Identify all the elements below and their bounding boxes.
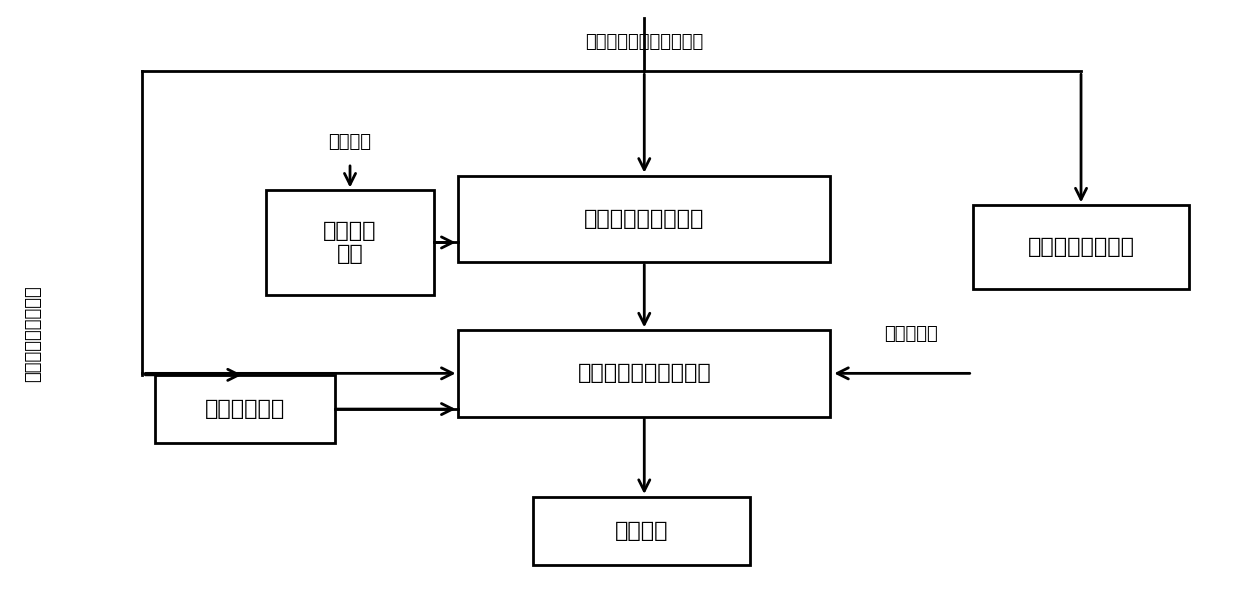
Text: 转向管柱转角传感器: 转向管柱转角传感器	[25, 285, 42, 381]
Bar	[973, 205, 1189, 289]
Text: 路面阻力矩: 路面阻力矩	[883, 325, 938, 343]
Text: 车速相关
系数: 车速相关 系数	[323, 221, 377, 264]
Bar	[266, 190, 434, 295]
Text: 辅助回正力矩估算模块: 辅助回正力矩估算模块	[577, 364, 711, 383]
Text: 助力电机: 助力电机	[615, 521, 668, 541]
Bar	[458, 176, 830, 262]
Text: 转角相关系数: 转角相关系数	[204, 399, 285, 419]
Text: 转向管柱转角、转矩信号: 转向管柱转角、转矩信号	[585, 33, 704, 51]
Text: 车速信号: 车速信号	[328, 133, 372, 151]
Bar	[458, 330, 830, 416]
Bar	[155, 375, 335, 443]
Bar	[533, 497, 750, 565]
Text: 驾驶员意图识别模块: 驾驶员意图识别模块	[584, 209, 705, 228]
Text: 路面负载估算模块: 路面负载估算模块	[1027, 237, 1135, 257]
